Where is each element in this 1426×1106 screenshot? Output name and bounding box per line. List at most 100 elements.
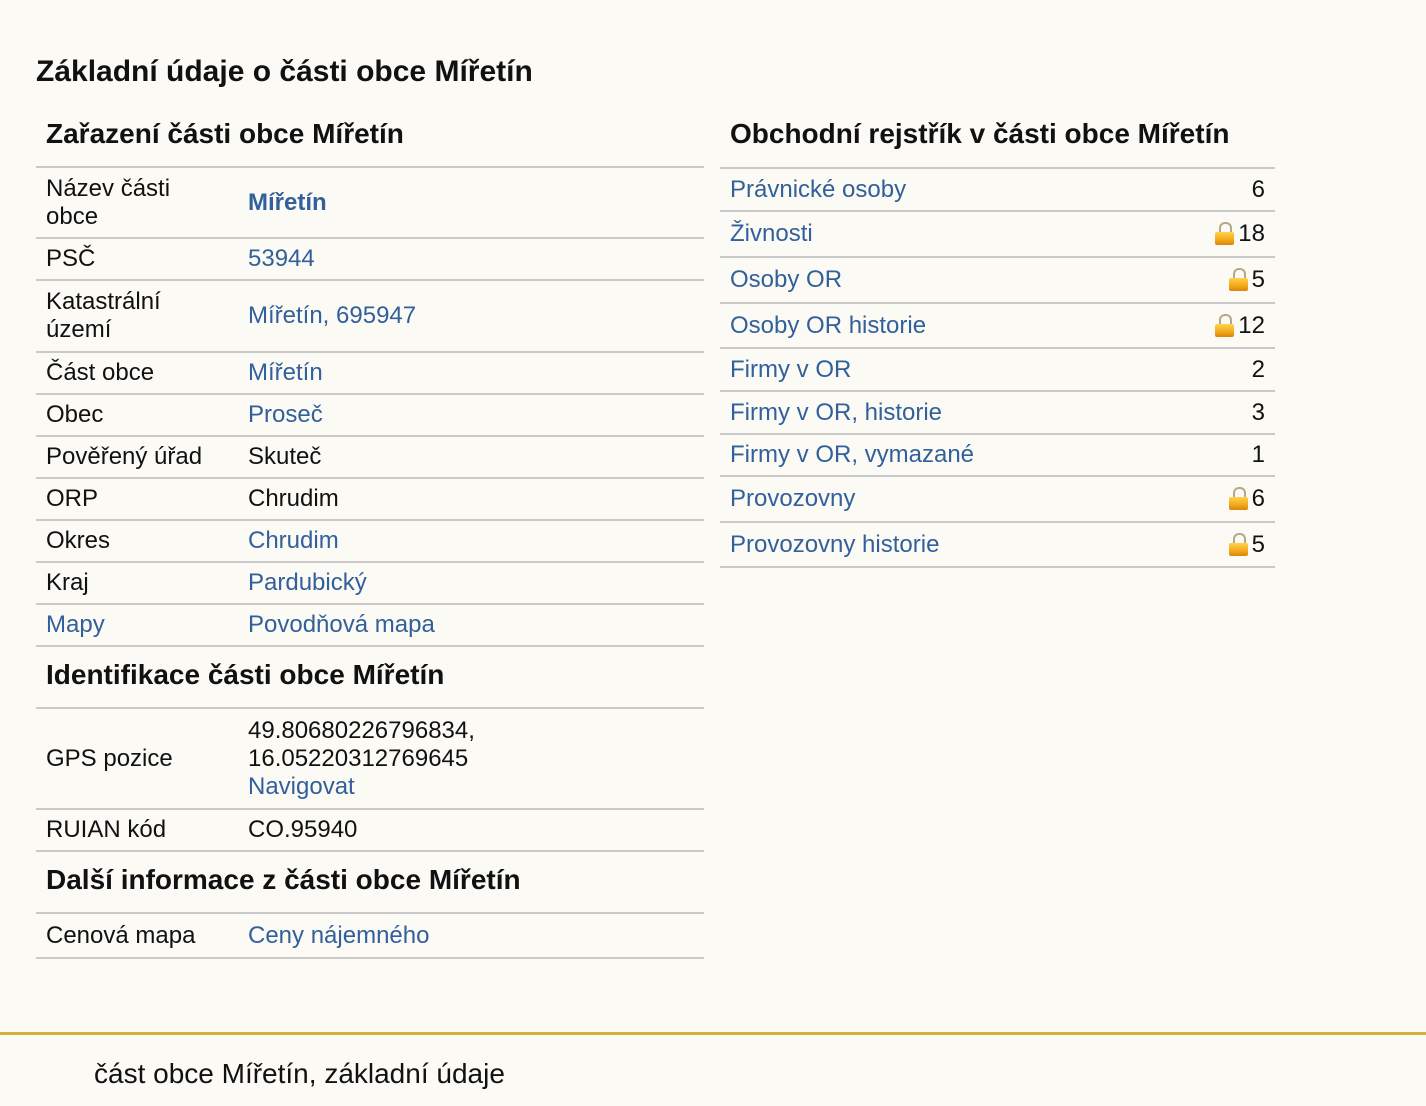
row-label-cell: Mapy [36,604,238,647]
rejstrik-count-cell: 2 [1159,348,1275,392]
rejstrik-link[interactable]: Živnosti [730,220,813,247]
rejstrik-count-cell: 6 [1159,476,1275,523]
table-row: Část obce Mířetín [36,352,704,395]
rejstrik-count-cell: 5 [1159,257,1275,304]
row-value: Chrudim [238,478,704,521]
row-value-link[interactable]: Povodňová mapa [248,611,435,638]
gps-longitude: 16.05220312769645 [248,744,469,772]
footer-divider [0,1032,1426,1035]
table-row: Okres Chrudim [36,520,704,563]
rejstrik-count-cell: 5 [1159,522,1275,568]
table-row: PSČ 53944 [36,238,704,281]
row-value-link[interactable]: Chrudim [248,527,339,554]
row-value-cell: Povodňová mapa [238,604,704,647]
row-value-cell: Mířetín [238,168,704,239]
cenova-mapa-value: Ceny nájemného [238,914,704,959]
rejstrik-label-cell: Živnosti [720,211,1160,258]
rejstrik-count: 18 [1238,220,1265,247]
row-value-cell: Pardubický [238,562,704,605]
list-item: Firmy v OR, vymazané 1 [720,434,1275,477]
lock-icon [1215,222,1235,245]
row-value-cell: Proseč [238,394,704,437]
rejstrik-count-cell: 3 [1159,391,1275,435]
lock-icon [1228,268,1248,291]
row-value-link[interactable]: 53944 [248,245,315,272]
row-value-link[interactable]: Mířetín [248,188,327,216]
rejstrik-link[interactable]: Firmy v OR, historie [730,398,943,426]
dalsi-table: Cenová mapa Ceny nájemného [36,914,704,959]
row-label: Obec [36,394,238,437]
rejstrik-title: Obchodní rejstřík v části obce Mířetín [720,112,1275,169]
rejstrik-link[interactable]: Provozovny [730,485,856,512]
rejstrik-link[interactable]: Právnické osoby [730,175,907,203]
list-item: Firmy v OR 2 [720,348,1275,392]
row-value-cell: Chrudim [238,520,704,563]
list-item: Právnické osoby 6 [720,169,1275,212]
table-row: Cenová mapa Ceny nájemného [36,914,704,959]
gps-latitude: 49.80680226796834, [248,716,475,744]
rejstrik-label-cell: Osoby OR historie [720,303,1160,349]
list-item: Osoby OR historie 12 [720,303,1275,349]
rejstrik-count: 5 [1251,266,1265,293]
rejstrik-count: 6 [1251,175,1265,203]
rejstrik-label-cell: Provozovny [720,476,1160,523]
identifikace-title: Identifikace části obce Mířetín [36,647,704,709]
row-label-link[interactable]: Mapy [46,611,105,638]
row-value-cell: Mířetín, 695947 [238,280,704,353]
rejstrik-count-cell: 12 [1159,303,1275,349]
row-value-link[interactable]: Mířetín [248,359,323,386]
rejstrik-count: 6 [1251,485,1265,512]
row-value-cell: Mířetín [238,352,704,395]
rejstrik-count: 12 [1238,311,1265,339]
row-value-link[interactable]: Mířetín, 695947 [248,302,417,329]
left-column: Zařazení části obce Mířetín Název části … [36,112,704,959]
rejstrik-label-cell: Firmy v OR [720,348,1160,392]
lock-icon [1215,313,1235,337]
rejstrik-link[interactable]: Firmy v OR [730,355,852,383]
table-row: ORP Chrudim [36,478,704,521]
footer-text: část obce Mířetín, základní údaje [94,1058,505,1089]
rejstrik-label-cell: Osoby OR [720,257,1160,304]
table-row: Název části obce Mířetín [36,168,704,239]
rejstrik-count: 1 [1251,441,1265,468]
rejstrik-label-cell: Firmy v OR, vymazané [720,434,1160,477]
zarazeni-title: Zařazení části obce Mířetín [36,112,704,168]
navigate-link[interactable]: Navigovat [248,772,355,800]
rejstrik-count-cell: 1 [1159,434,1275,477]
table-row: Kraj Pardubický [36,562,704,605]
rejstrik-count: 5 [1251,530,1265,558]
row-label: Část obce [36,352,238,395]
rejstrik-label-cell: Právnické osoby [720,169,1160,212]
list-item: Provozovny 6 [720,476,1275,523]
table-row: GPS pozice 49.80680226796834, 16.0522031… [36,709,704,810]
rejstrik-link[interactable]: Osoby OR historie [730,311,927,339]
page-title: Základní údaje o části obce Mířetín [36,55,533,88]
row-label: Okres [36,520,238,563]
rejstrik-count: 3 [1251,398,1265,426]
gps-label: GPS pozice [36,709,238,810]
ceny-najemneho-link[interactable]: Ceny nájemného [248,921,430,949]
rejstrik-link[interactable]: Osoby OR [730,266,843,293]
list-item: Osoby OR 5 [720,257,1275,304]
rejstrik-count-cell: 18 [1159,211,1275,258]
list-item: Živnosti 18 [720,211,1275,258]
table-row: RUIAN kód CO.95940 [36,809,704,852]
row-value-link[interactable]: Proseč [248,401,323,428]
ruian-label: RUIAN kód [36,809,238,852]
cenova-mapa-label: Cenová mapa [36,914,238,959]
row-value: Skuteč [238,436,704,479]
rejstrik-link[interactable]: Firmy v OR, vymazané [730,441,975,468]
identifikace-table: GPS pozice 49.80680226796834, 16.0522031… [36,709,704,852]
rejstrik-label-cell: Firmy v OR, historie [720,391,1160,435]
row-value-cell: 53944 [238,238,704,281]
row-label: Název části obce [36,168,238,239]
table-row: Mapy Povodňová mapa [36,604,704,647]
lock-icon [1228,487,1248,510]
rejstrik-count-cell: 6 [1159,169,1275,212]
dalsi-title: Další informace z části obce Mířetín [36,852,704,914]
rejstrik-link[interactable]: Provozovny historie [730,530,940,558]
rejstrik-label-cell: Provozovny historie [720,522,1160,568]
list-item: Provozovny historie 5 [720,522,1275,568]
lock-icon [1228,532,1248,556]
row-value-link[interactable]: Pardubický [248,569,367,596]
